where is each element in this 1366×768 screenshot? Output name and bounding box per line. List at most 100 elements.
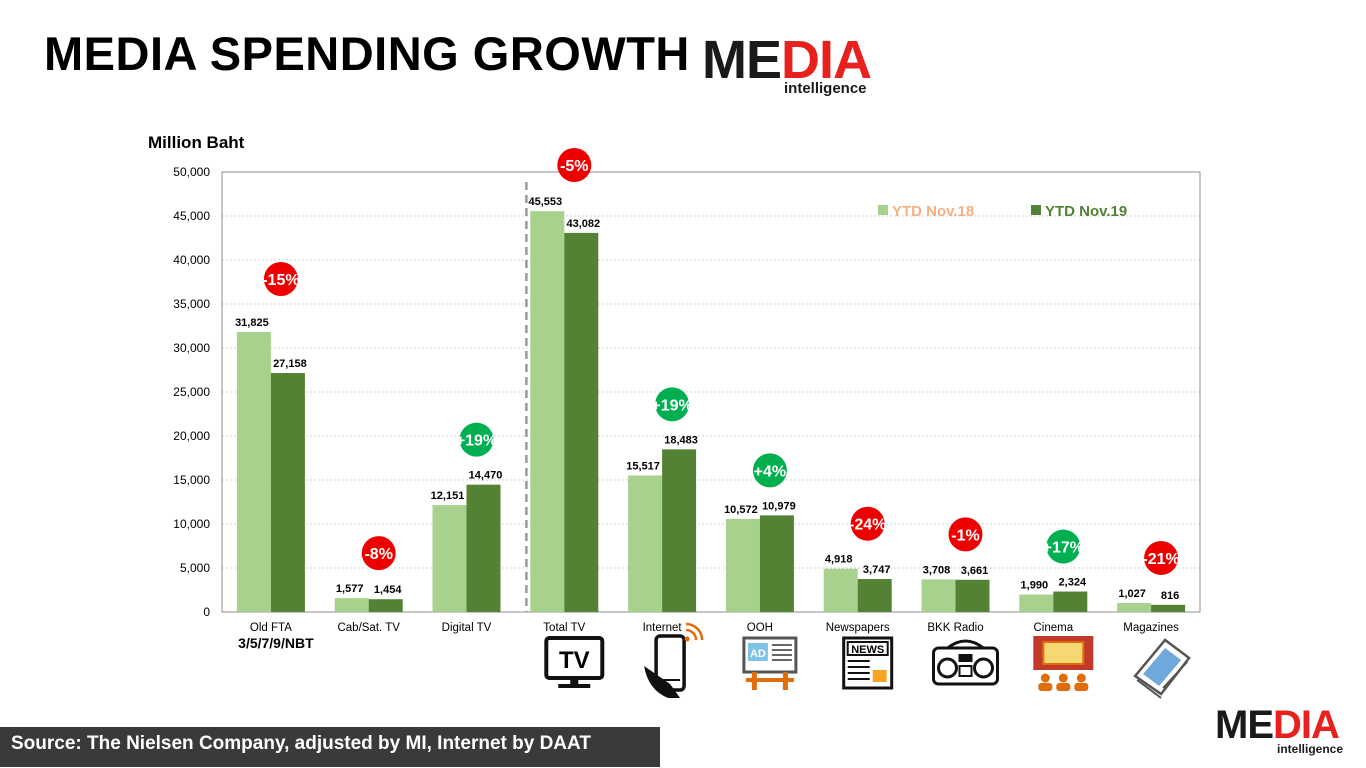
y-tick-label: 0 xyxy=(203,605,210,619)
growth-badge-label: -8% xyxy=(364,546,392,563)
growth-badge-label: +17% xyxy=(1043,540,1084,557)
bar-2019 xyxy=(1151,604,1186,612)
bar-data-label: 4,918 xyxy=(825,554,853,566)
legend-swatch xyxy=(1031,205,1041,215)
page-title: MEDIA SPENDING GROWTH xyxy=(44,27,690,80)
bar-2019 xyxy=(662,449,697,612)
y-axis-label: Million Baht xyxy=(148,133,245,152)
bar-data-label: 2,324 xyxy=(1059,577,1087,589)
growth-badge xyxy=(263,262,298,296)
growth-badge-label: +19% xyxy=(651,397,692,414)
growth-badge-label: +4% xyxy=(754,463,786,480)
bar-2018 xyxy=(432,505,467,612)
bar-data-label: 1,990 xyxy=(1021,579,1049,591)
y-tick-label: 10,000 xyxy=(173,517,210,531)
bar-data-label: 3,661 xyxy=(961,565,989,577)
x-tick-label: Cinema xyxy=(1033,622,1073,634)
bar-data-label: 45,553 xyxy=(528,196,562,208)
tv-icon: TV xyxy=(544,636,605,688)
growth-badge-label: -1% xyxy=(951,527,979,544)
source-note: Source: The Nielsen Company, adjusted by… xyxy=(0,727,660,767)
plot-frame xyxy=(221,171,1201,613)
bar-2019 xyxy=(270,373,305,612)
x-tick-label: Newspapers xyxy=(826,622,890,634)
bar-data-label: 15,517 xyxy=(626,460,660,472)
bar-data-label: 1,454 xyxy=(374,584,402,596)
svg-text:TV: TV xyxy=(559,647,590,674)
growth-badge xyxy=(752,453,787,488)
growth-badge-label: -21% xyxy=(1142,551,1179,568)
x-tick-label: Digital TV xyxy=(442,622,492,634)
growth-badge xyxy=(361,536,396,571)
cinema-icon xyxy=(1033,636,1094,691)
bar-data-label: 10,979 xyxy=(762,500,796,512)
growth-badge xyxy=(948,517,983,552)
bar-2018 xyxy=(725,518,760,612)
growth-badge xyxy=(850,506,885,541)
bar-data-label: 3,708 xyxy=(923,564,951,576)
svg-text:NEWS: NEWS xyxy=(851,644,884,656)
growth-badge-label: -24% xyxy=(849,517,886,534)
smartphone-icon xyxy=(644,622,704,698)
bar-data-label: 10,572 xyxy=(724,504,758,516)
media-intelligence-logo: MEDIA intelligence xyxy=(702,30,872,97)
bar-data-label: 1,577 xyxy=(336,583,364,595)
x-tick-label: Old FTA xyxy=(250,622,292,634)
bar-data-label: 18,483 xyxy=(664,434,698,446)
y-tick-label: 45,000 xyxy=(173,209,210,223)
x-tick-label: Total TV xyxy=(543,622,585,634)
bar-2019 xyxy=(857,579,892,612)
bar-data-label: 816 xyxy=(1161,590,1179,602)
growth-badge xyxy=(1046,529,1081,564)
bar-data-label: 3,747 xyxy=(863,564,891,576)
growth-badge-label: +19% xyxy=(456,433,497,450)
category-note: 3/5/7/9/NBT xyxy=(238,635,314,651)
radio-icon xyxy=(932,639,999,686)
growth-badge xyxy=(1144,540,1179,575)
y-tick-label: 5,000 xyxy=(180,561,210,575)
legend-label: YTD Nov.19 xyxy=(1045,203,1127,220)
bar-data-label: 12,151 xyxy=(431,490,465,502)
y-tick-label: 35,000 xyxy=(173,297,210,311)
bar-data-label: 27,158 xyxy=(273,358,307,370)
y-tick-label: 40,000 xyxy=(173,253,210,267)
media-intelligence-logo-footer: MEDIA intelligence xyxy=(1215,703,1344,756)
bar-2018 xyxy=(921,579,956,612)
bar-2019 xyxy=(1053,591,1088,612)
growth-badge xyxy=(557,148,592,182)
x-tick-label: OOH xyxy=(747,622,773,634)
y-tick-label: 50,000 xyxy=(173,165,210,179)
bar-2018 xyxy=(1117,602,1152,612)
y-tick-label: 15,000 xyxy=(173,473,210,487)
growth-badge xyxy=(459,422,494,457)
x-tick-label: Cab/Sat. TV xyxy=(337,622,400,634)
bar-2019 xyxy=(759,515,794,612)
x-tick-label: BKK Radio xyxy=(927,622,983,634)
svg-text:AD: AD xyxy=(750,648,766,660)
bar-2018 xyxy=(628,475,663,612)
bar-data-label: 1,027 xyxy=(1118,588,1146,600)
magazine-icon xyxy=(1133,638,1191,699)
bar-2019 xyxy=(368,599,403,612)
growth-badge-label: -5% xyxy=(560,158,588,175)
bar-data-label: 14,470 xyxy=(469,470,503,482)
x-tick-label: Magazines xyxy=(1123,622,1179,634)
bar-data-label: 31,825 xyxy=(235,317,269,329)
legend-swatch xyxy=(878,205,888,215)
y-tick-label: 25,000 xyxy=(173,385,210,399)
legend-label: YTD Nov.18 xyxy=(892,203,974,220)
growth-badge-label: -15% xyxy=(262,272,299,289)
growth-badge xyxy=(655,387,690,422)
bar-2019 xyxy=(955,579,990,612)
bar-2019 xyxy=(466,484,501,612)
y-tick-label: 20,000 xyxy=(173,429,210,443)
y-tick-label: 30,000 xyxy=(173,341,210,355)
bar-2018 xyxy=(334,598,369,612)
newspaper-icon: NEWS xyxy=(842,636,894,690)
bar-2019 xyxy=(564,232,599,612)
bar-2018 xyxy=(1019,594,1054,612)
bar-2018 xyxy=(530,211,565,612)
bar-data-label: 43,082 xyxy=(566,218,600,230)
bar-2018 xyxy=(823,568,858,612)
x-tick-label: Internet xyxy=(643,622,683,634)
